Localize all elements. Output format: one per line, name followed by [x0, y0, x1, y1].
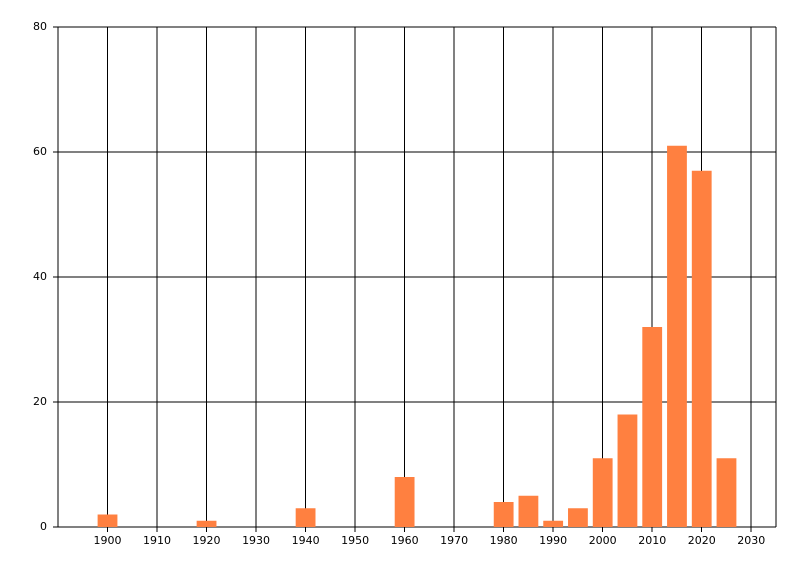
- y-tick-label: 80: [33, 20, 47, 33]
- y-tick-label: 40: [33, 270, 47, 283]
- bar: [97, 514, 118, 527]
- bar: [642, 327, 663, 527]
- x-tick-label: 1950: [341, 534, 369, 547]
- x-tick-label: 1960: [391, 534, 419, 547]
- bar: [667, 145, 687, 527]
- x-tick-label: 1920: [193, 534, 221, 547]
- x-tick-label: 1990: [539, 534, 567, 547]
- bar: [617, 414, 638, 527]
- x-tick-label: 2020: [688, 534, 716, 547]
- x-tick-label: 1900: [94, 534, 122, 547]
- bar: [568, 508, 588, 527]
- y-tick-label: 60: [33, 145, 47, 158]
- x-tick-label: 1910: [143, 534, 171, 547]
- y-tick-label: 0: [40, 520, 47, 533]
- x-tick-label: 1970: [440, 534, 468, 547]
- bar: [518, 495, 539, 527]
- bar: [394, 477, 415, 527]
- bar: [493, 502, 514, 527]
- bar: [295, 508, 316, 527]
- x-tick-label: 2030: [737, 534, 765, 547]
- x-tick-label: 1930: [242, 534, 270, 547]
- bar: [196, 520, 217, 527]
- x-tick-label: 2000: [589, 534, 617, 547]
- bar: [716, 458, 737, 527]
- x-tick-label: 2010: [638, 534, 666, 547]
- bar: [543, 520, 564, 527]
- y-tick-label: 20: [33, 395, 47, 408]
- x-tick-label: 1940: [292, 534, 320, 547]
- bar: [691, 170, 712, 527]
- bar: [592, 458, 613, 527]
- x-tick-label: 1980: [490, 534, 518, 547]
